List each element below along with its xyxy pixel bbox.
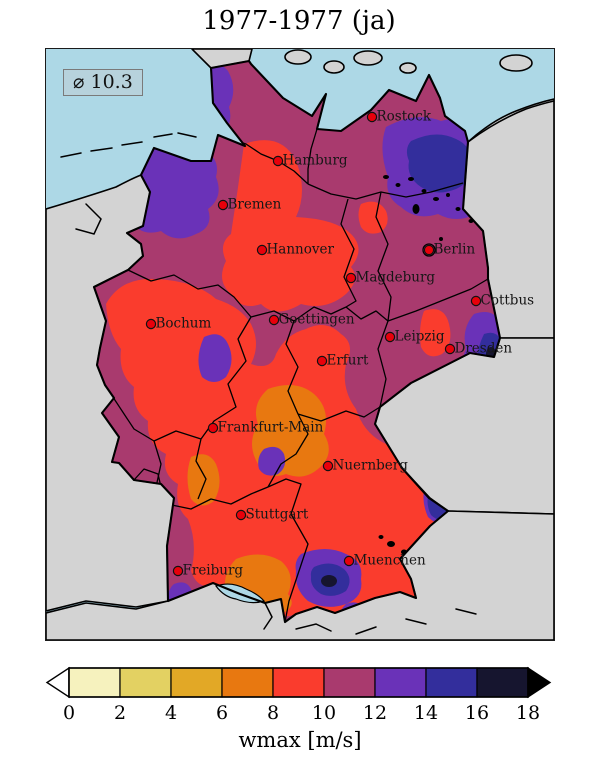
colorbar-segment-6 [374,667,427,698]
city-dot [444,343,456,355]
city-marker-bochum: Bochum [145,316,212,332]
city-label: Nuernberg [333,458,409,474]
colorbar-segment-1 [119,667,172,698]
colorbar-tick-4: 4 [164,702,178,724]
city-marker-muenchen: Muenchen [343,553,426,569]
city-label: Hannover [267,242,335,258]
city-marker-erfurt: Erfurt [316,353,369,369]
city-label: Frankfurt-Main [218,420,324,436]
city-marker-rostock: Rostock [366,109,432,125]
colorbar-svg [45,666,552,699]
city-marker-bremen: Bremen [217,197,282,213]
city-label: Magdeburg [356,270,436,286]
city-label: Goettingen [279,312,355,328]
colorbar-over-arrow [527,666,552,699]
colorbar-under-arrow [45,666,70,699]
city-dot [217,199,229,211]
city-marker-frankfurt-main: Frankfurt-Main [207,420,324,436]
city-marker-berlin: Berlin [423,242,476,258]
danish-island [284,49,312,65]
colorbar-tick-16: 16 [464,702,490,724]
germany-wmax-map: Rostock Hamburg Bremen Hannover Berlin Magdeb… [46,49,554,640]
city-dot [268,314,280,326]
map-axes: Rostock Hamburg Bremen Hannover Berlin Magdeb… [45,48,555,641]
colorbar-tick-10: 10 [311,702,337,724]
baltic-island [499,54,533,72]
city-label: Bremen [228,197,282,213]
colorbar-segment-4 [272,667,325,698]
colorbar: 0 2 4 6 8 10 12 14 16 18 wmax [m/s] [40,662,560,774]
city-marker-hannover: Hannover [256,242,335,258]
plot-title: 1977-1977 (ja) [202,6,396,36]
colorbar-tick-0: 0 [62,702,76,724]
city-label: Bochum [156,316,212,332]
colorbar-tick-8: 8 [266,702,280,724]
danish-island [353,50,383,66]
colorbar-tick-14: 14 [413,702,439,724]
city-label: Freiburg [183,563,244,579]
city-marker-hamburg: Hamburg [272,153,348,169]
city-dot [366,111,378,123]
city-markers: Rostock Hamburg Bremen Hannover Berlin Magdeb… [145,109,535,579]
city-label: Erfurt [327,353,369,369]
city-marker-dresden: Dresden [444,341,513,357]
colorbar-segment-0 [68,667,121,698]
city-label: Berlin [434,242,476,258]
city-dot [172,565,184,577]
city-marker-cottbus: Cottbus [470,293,535,309]
city-dot [145,318,157,330]
city-dot [316,355,328,367]
city-dot [256,244,268,256]
city-label: Stuttgart [246,507,309,523]
colorbar-tick-6: 6 [215,702,229,724]
city-label: Rostock [377,109,432,125]
colorbar-segment-7 [425,667,478,698]
city-dot [272,155,284,167]
city-dot [423,244,435,256]
city-dot [235,509,247,521]
city-dot [384,331,396,343]
city-marker-stuttgart: Stuttgart [235,507,309,523]
colorbar-tick-2: 2 [113,702,127,724]
city-dot [345,272,357,284]
state-borders [104,128,489,622]
danish-island [323,60,345,74]
colorbar-tick-18: 18 [515,702,541,724]
city-marker-nuernberg: Nuernberg [322,458,409,474]
coastline-detail [60,100,554,635]
city-label: Dresden [455,341,513,357]
colorbar-segment-5 [323,667,376,698]
city-marker-leipzig: Leipzig [384,329,445,345]
city-marker-freiburg: Freiburg [172,563,244,579]
mean-value-badge: ⌀ 10.3 [63,69,143,96]
city-label: Muenchen [354,553,426,569]
danish-island [399,62,417,74]
city-marker-magdeburg: Magdeburg [345,270,436,286]
colorbar-tick-12: 12 [362,702,388,724]
colorbar-segment-8 [476,667,529,698]
colorbar-segment-3 [221,667,274,698]
city-dot [322,460,334,472]
colorbar-label: wmax [m/s] [238,728,362,752]
colorbar-segment-2 [170,667,223,698]
mean-value-text: ⌀ 10.3 [73,71,133,93]
city-label: Leipzig [395,329,445,345]
city-label: Cottbus [481,293,535,309]
city-marker-goettingen: Goettingen [268,312,355,328]
city-dot [207,422,219,434]
germany-border [92,59,502,624]
city-dot [343,555,355,567]
city-dot [470,295,482,307]
city-label: Hamburg [283,153,348,169]
